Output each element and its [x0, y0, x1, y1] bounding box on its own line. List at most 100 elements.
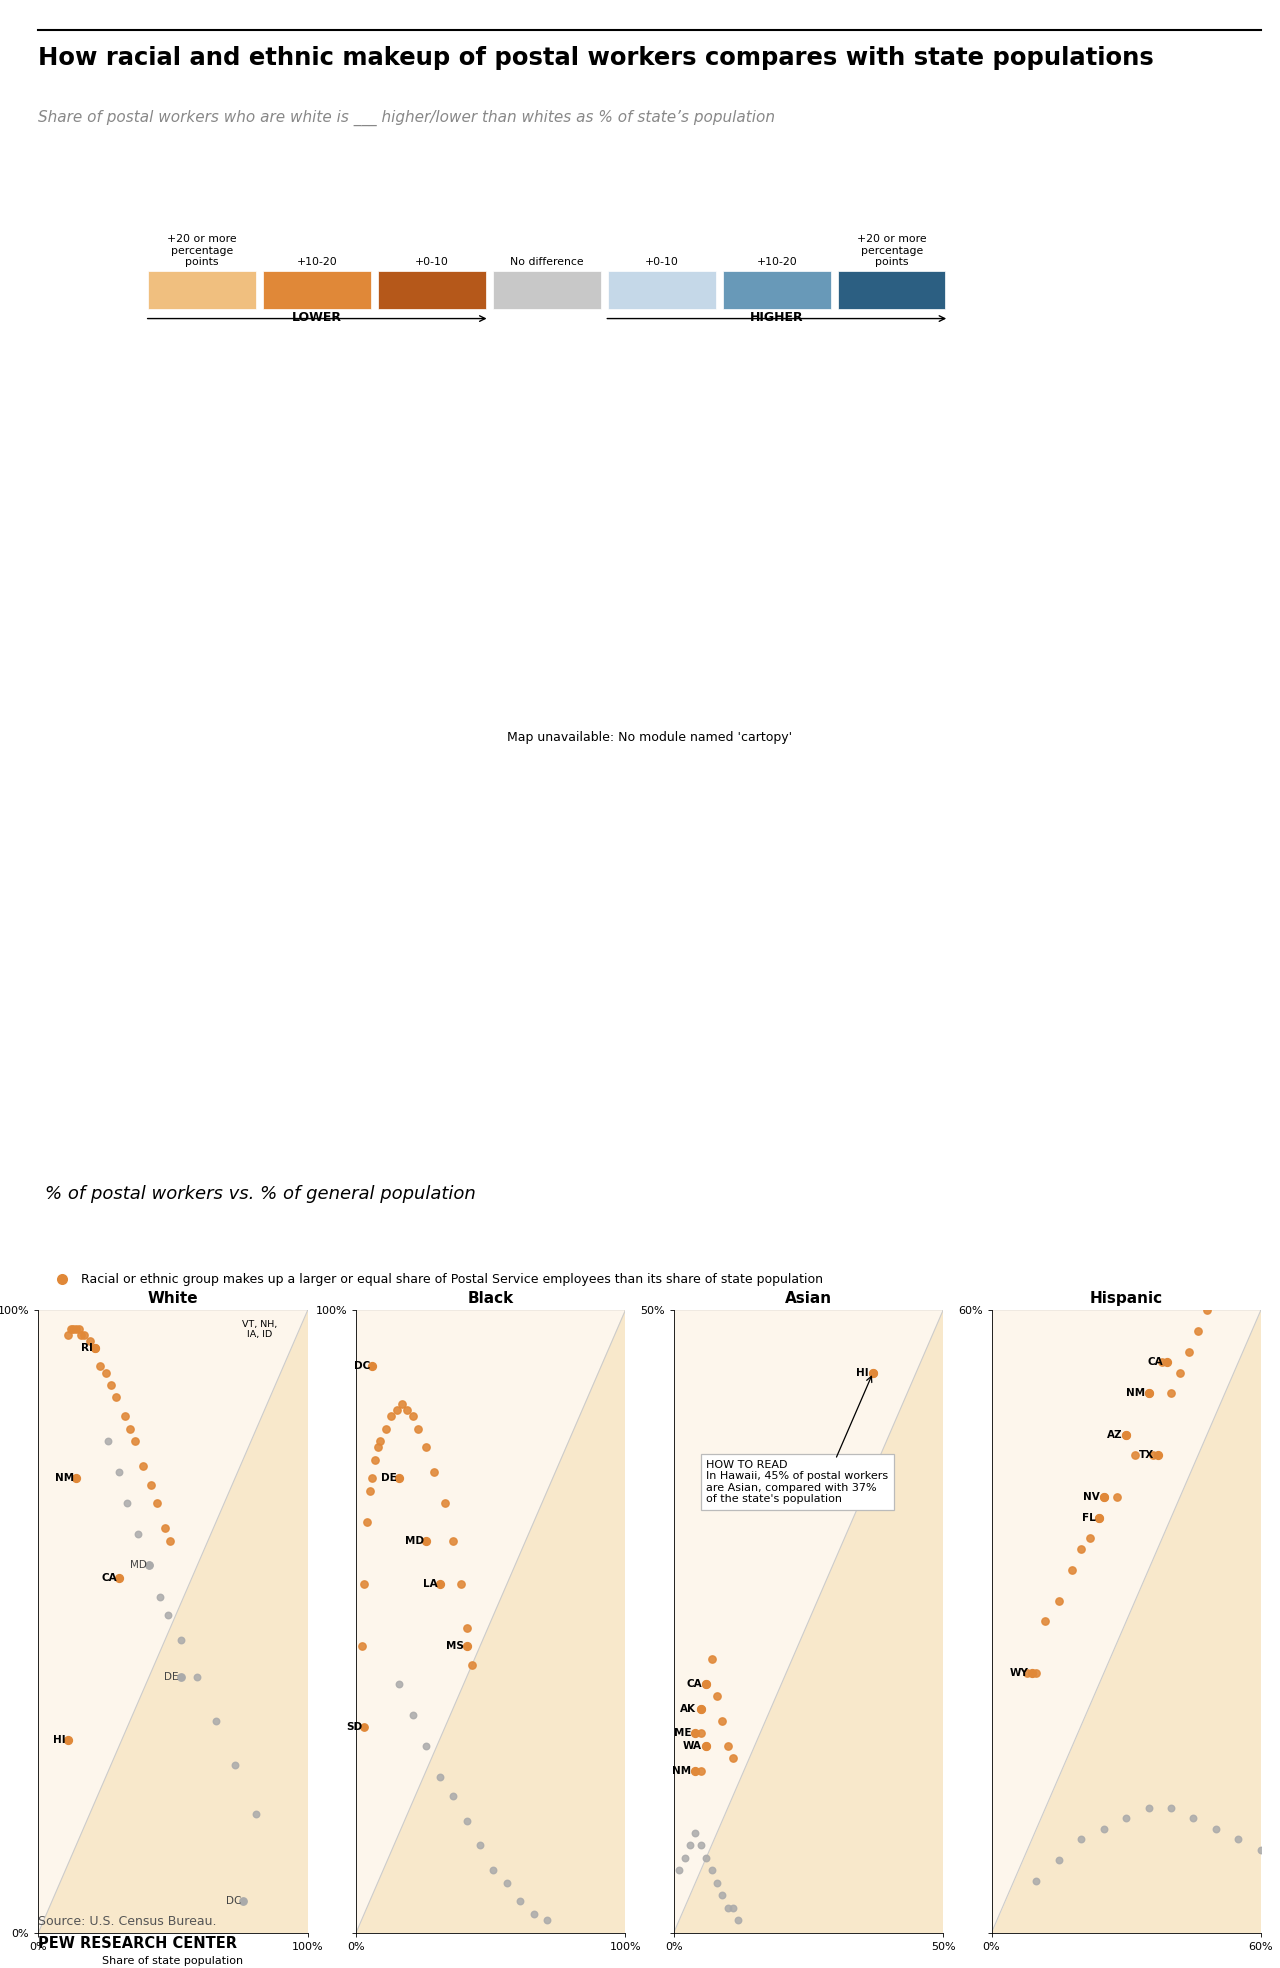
- Point: [863, 1356, 883, 1387]
- Point: [1147, 1441, 1167, 1472]
- Point: [707, 1681, 727, 1712]
- Point: [138, 1549, 159, 1580]
- Point: [416, 1525, 436, 1557]
- Point: [116, 1488, 137, 1519]
- Point: [381, 1401, 402, 1433]
- Point: [712, 1704, 732, 1736]
- Point: [1071, 1824, 1092, 1856]
- Point: [362, 1462, 383, 1494]
- Point: [1228, 1824, 1248, 1856]
- Point: [392, 1387, 412, 1419]
- Text: Source: U.S. Census Bureau.: Source: U.S. Census Bureau.: [38, 1915, 216, 1929]
- Bar: [723, 272, 831, 309]
- Text: CA: CA: [686, 1679, 701, 1689]
- Point: [362, 1350, 383, 1382]
- Point: [1071, 1533, 1092, 1565]
- Point: [690, 1830, 710, 1862]
- Point: [58, 1724, 78, 1755]
- Point: [690, 1692, 710, 1724]
- Point: [109, 1563, 129, 1594]
- Point: [375, 1413, 396, 1445]
- Point: [456, 1631, 476, 1663]
- Point: [690, 1692, 710, 1724]
- Text: LOWER: LOWER: [292, 311, 342, 325]
- Point: [1107, 1482, 1128, 1513]
- Text: AZ: AZ: [1107, 1429, 1123, 1441]
- Point: [1116, 1803, 1137, 1834]
- Point: [360, 1474, 380, 1506]
- Point: [160, 1525, 180, 1557]
- Text: TX: TX: [1139, 1450, 1155, 1460]
- Point: [675, 1842, 695, 1874]
- Text: HIGHER: HIGHER: [750, 311, 804, 325]
- Point: [1048, 1844, 1069, 1876]
- Point: [355, 1568, 375, 1600]
- Point: [1116, 1419, 1137, 1450]
- Point: [1206, 1813, 1226, 1844]
- Point: [402, 1401, 422, 1433]
- Point: [1197, 1295, 1217, 1326]
- Point: [696, 1842, 717, 1874]
- Point: [355, 1712, 375, 1744]
- Text: DC: DC: [353, 1362, 370, 1372]
- Point: [696, 1730, 717, 1761]
- Point: [246, 1799, 266, 1830]
- Point: [84, 1332, 105, 1364]
- Text: How racial and ethnic makeup of postal workers compares with state populations: How racial and ethnic makeup of postal w…: [38, 45, 1155, 71]
- Point: [357, 1506, 378, 1537]
- Text: AK: AK: [681, 1704, 696, 1714]
- Point: [728, 1905, 749, 1937]
- Point: [696, 1730, 717, 1761]
- Point: [669, 1854, 690, 1885]
- Point: [1161, 1793, 1181, 1824]
- Bar: [148, 272, 256, 309]
- Point: [65, 1313, 86, 1344]
- Point: [707, 1868, 727, 1899]
- Point: [538, 1905, 558, 1937]
- Point: [155, 1511, 175, 1543]
- Text: +20 or more
percentage
points: +20 or more percentage points: [856, 234, 927, 268]
- Point: [690, 1718, 710, 1750]
- Text: MD: MD: [404, 1535, 424, 1545]
- Point: [1138, 1378, 1158, 1409]
- Point: [367, 1431, 388, 1462]
- Point: [1143, 1441, 1164, 1472]
- Point: [1021, 1657, 1042, 1689]
- Point: [351, 1631, 371, 1663]
- Point: [101, 1370, 122, 1401]
- Text: +0-10: +0-10: [415, 258, 449, 268]
- Point: [84, 1332, 105, 1364]
- Point: [150, 1580, 170, 1612]
- Point: [1156, 1346, 1176, 1378]
- Point: [1125, 1441, 1146, 1472]
- Point: [1018, 1657, 1038, 1689]
- Point: [402, 1698, 422, 1730]
- Point: [712, 1879, 732, 1911]
- Point: [690, 1755, 710, 1787]
- Text: SD: SD: [347, 1722, 362, 1732]
- Text: DE: DE: [164, 1673, 179, 1683]
- Bar: [378, 272, 486, 309]
- Point: [138, 1549, 159, 1580]
- Title: Asian: Asian: [785, 1291, 832, 1307]
- Title: Hispanic: Hispanic: [1089, 1291, 1162, 1307]
- Point: [114, 1401, 134, 1433]
- Polygon shape: [673, 1311, 943, 1933]
- Point: [1093, 1482, 1114, 1513]
- Text: +0-10: +0-10: [645, 258, 678, 268]
- Text: NM: NM: [1126, 1387, 1146, 1397]
- Point: [206, 1704, 227, 1736]
- Polygon shape: [356, 1311, 626, 1933]
- Point: [99, 1425, 119, 1456]
- Point: [680, 1830, 700, 1862]
- Text: NM: NM: [672, 1765, 691, 1775]
- Text: DC: DC: [225, 1897, 241, 1907]
- Point: [79, 1326, 100, 1358]
- Point: [1183, 1803, 1203, 1834]
- Text: LA: LA: [422, 1578, 438, 1588]
- Point: [74, 1319, 95, 1350]
- Point: [96, 1356, 116, 1387]
- Text: MD: MD: [129, 1561, 147, 1570]
- Point: [109, 1456, 129, 1488]
- Point: [416, 1431, 436, 1462]
